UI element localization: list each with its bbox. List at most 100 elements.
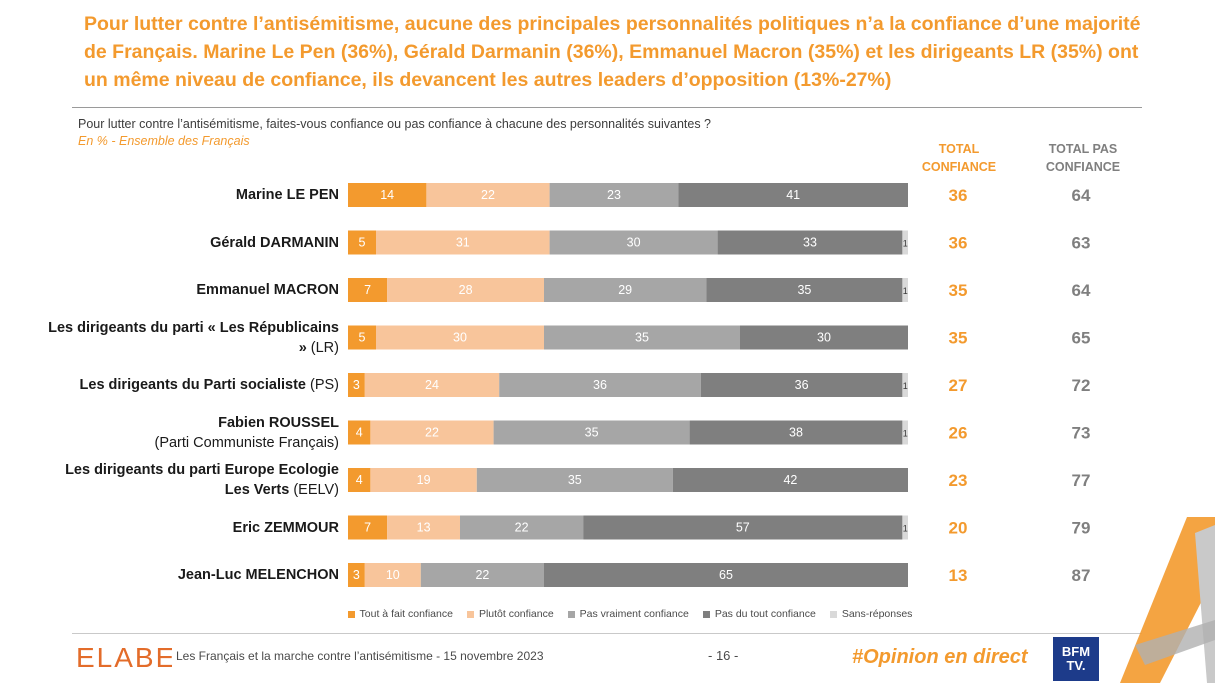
data-label: 24 — [425, 378, 439, 392]
legend-label: Pas vraiment confiance — [579, 608, 689, 620]
legend-swatch — [466, 610, 474, 618]
bar-segment — [420, 563, 544, 587]
total-pas-confiance-value: 65 — [1072, 329, 1091, 348]
bar-segment — [902, 420, 908, 445]
data-label: 4 — [356, 426, 363, 440]
bar-segment — [549, 230, 718, 255]
category-label: Les dirigeants du Parti socialiste (PS) — [39, 375, 339, 395]
data-label: 1 — [903, 524, 908, 534]
total-pas-confiance-value: 79 — [1072, 519, 1091, 538]
category-label-suffix: (Parti Communiste Français) — [154, 434, 339, 451]
bar-segment — [678, 183, 908, 207]
legend-swatch — [702, 610, 710, 618]
total-pas-confiance-value: 72 — [1072, 376, 1091, 395]
data-label: 31 — [456, 236, 470, 250]
legend-swatch — [567, 610, 575, 618]
data-label: 35 — [568, 473, 582, 487]
bar-segment — [348, 373, 365, 397]
hashtag: #Opinion en direct — [852, 646, 1028, 668]
page-title: Pour lutter contre l’antisémitisme, aucu… — [84, 13, 1141, 91]
footer-source: Les Français et la marche contre l’antis… — [176, 649, 544, 663]
decorative-a-shape — [1120, 517, 1215, 683]
data-label: 22 — [425, 426, 439, 440]
bar-segment — [376, 230, 550, 255]
bfmtv-logo: BFM TV. — [1053, 637, 1099, 681]
category-label-suffix: (EELV) — [289, 482, 339, 498]
data-label: 36 — [795, 378, 809, 392]
legend-swatch — [829, 610, 837, 618]
data-label: 19 — [417, 473, 431, 487]
bar-segment — [549, 183, 679, 207]
category-label-bold: Jean-Luc MELENCHON — [177, 567, 339, 583]
page-number: - 16 - — [708, 648, 739, 663]
legend-label: Plutôt confiance — [478, 608, 554, 620]
bar-segment — [700, 373, 903, 397]
data-label: 35 — [797, 283, 811, 297]
footer-divider — [72, 633, 1142, 634]
data-label: 33 — [803, 236, 817, 250]
data-label: 1 — [903, 429, 908, 439]
total-confiance-value: 35 — [949, 329, 968, 348]
bar-segment — [348, 183, 427, 207]
bar-segment — [370, 468, 477, 492]
data-label: 3 — [353, 568, 360, 582]
bar-segment — [672, 468, 908, 492]
legend-item: Plutôt confiance — [466, 608, 554, 620]
data-label: 57 — [736, 521, 750, 535]
bar-segment — [387, 278, 544, 302]
data-label: 1 — [903, 286, 908, 296]
legend-item: Sans-réponses — [829, 608, 912, 620]
data-label: 10 — [386, 568, 400, 582]
category-label: Les dirigeants du parti « Les Républicai… — [39, 318, 339, 358]
data-label: 30 — [627, 236, 641, 250]
bar-segment — [544, 278, 707, 302]
category-label: Eric ZEMMOUR — [39, 518, 339, 538]
legend-label: Tout à fait confiance — [359, 608, 453, 620]
total-pas-header-line2: CONFIANCE — [1045, 160, 1121, 174]
total-pas-confiance-value: 87 — [1072, 566, 1091, 585]
category-label-suffix: (LR) — [306, 339, 339, 356]
data-label: 35 — [585, 426, 599, 440]
bar-segment — [544, 563, 908, 587]
bfm-logo-line2: TV. — [1066, 658, 1086, 673]
survey-base: En % - Ensemble des Français — [78, 134, 250, 148]
bar-segment — [460, 515, 584, 540]
category-label: Les dirigeants du parti Europe Ecologie … — [39, 460, 339, 500]
bar-segment — [370, 420, 494, 445]
data-label: 1 — [903, 381, 908, 391]
data-label: 36 — [593, 378, 607, 392]
bar-segment — [476, 468, 673, 492]
total-confiance-header-line2: CONFIANCE — [921, 160, 997, 174]
legend-swatch — [347, 610, 355, 618]
category-label-bold: Marine LE PEN — [235, 187, 339, 203]
data-label: 7 — [364, 283, 371, 297]
data-label: 1 — [903, 239, 908, 249]
total-pas-confiance-value: 64 — [1072, 186, 1091, 205]
data-label: 23 — [607, 188, 621, 202]
bar-segment — [376, 325, 544, 350]
bar-segment — [902, 278, 908, 302]
legend-item: Pas du tout confiance — [702, 608, 816, 620]
data-label: 5 — [359, 331, 366, 345]
total-confiance-value: 20 — [949, 519, 968, 538]
legend-item: Tout à fait confiance — [347, 608, 453, 620]
title-divider — [72, 107, 1142, 108]
data-label: 5 — [359, 236, 366, 250]
data-label: 22 — [481, 188, 495, 202]
bar-segment — [387, 515, 460, 540]
total-pas-confiance-header: TOTAL PAS CONFIANCE — [1023, 140, 1143, 176]
data-label: 42 — [783, 473, 797, 487]
bar-segment — [348, 468, 371, 492]
total-confiance-value: 26 — [949, 424, 968, 443]
data-label: 4 — [356, 473, 363, 487]
bar-segment — [902, 373, 908, 397]
bar-segment — [499, 373, 701, 397]
category-label-bold: Les dirigeants du parti Europe Ecologie … — [65, 462, 339, 498]
total-pas-confiance-value: 77 — [1072, 471, 1091, 490]
data-label: 13 — [417, 521, 431, 535]
category-label-bold: Gérald DARMANIN — [210, 234, 339, 251]
bar-segment — [364, 373, 500, 397]
data-label: 22 — [515, 521, 529, 535]
total-confiance-header: TOTAL CONFIANCE — [899, 140, 1019, 176]
total-confiance-value: 13 — [949, 566, 968, 585]
